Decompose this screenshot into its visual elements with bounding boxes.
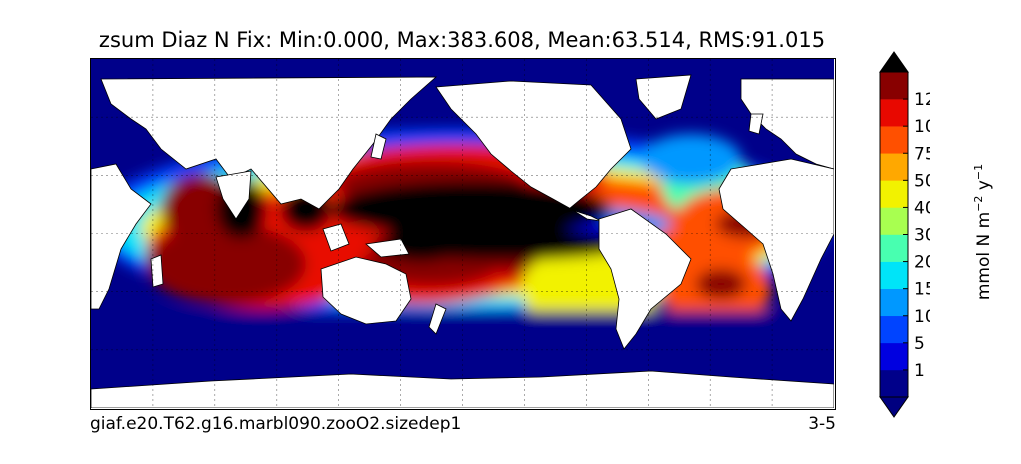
field-blob-16 (641, 134, 741, 184)
colorbar-tick-label-4: 20 (914, 253, 930, 273)
colorbar-label-base: mmol N m (973, 211, 994, 301)
land-africa-east (91, 163, 152, 310)
colorbar-tick-label-10: 125 (914, 90, 930, 110)
colorbar-tick-label-7: 50 (914, 171, 930, 191)
land-africa (718, 158, 834, 322)
colorbar-segment-10 (880, 99, 908, 127)
land-new-zealand (428, 303, 447, 335)
colorbar-extend-under (879, 396, 909, 418)
colorbar-extend-over (879, 51, 909, 73)
land-europe-west (740, 78, 834, 170)
colorbar-segment-8 (880, 153, 908, 181)
land-india (215, 170, 252, 220)
ocean-field-map (91, 59, 834, 408)
colorbar-tick-label-2: 10 (914, 307, 930, 327)
chart-title: zsum Diaz N Fix: Min:0.000, Max:383.608,… (98, 28, 826, 52)
colorbar-tick-label-0: 1 (914, 361, 925, 381)
colorbar-label: mmol N m−2 y−1 (972, 164, 994, 300)
colorbar: 1510152030405075100125 (879, 51, 930, 418)
land-south-america (598, 208, 692, 350)
land-australia (320, 256, 412, 325)
colorbar-segment-4 (880, 261, 908, 289)
colorbar-segment-0 (880, 369, 908, 398)
colorbar-label-exp2: −1 (972, 163, 986, 181)
colorbar-segment-7 (880, 180, 908, 208)
colorbar-tick-label-1: 5 (914, 334, 925, 354)
colorbar-segment-5 (880, 234, 908, 262)
land-madagascar (150, 254, 164, 288)
case-name-label: giaf.e20.T62.g16.marbl090.zooO2.sizedep1 (90, 414, 462, 434)
land-new-guinea (365, 238, 410, 258)
colorbar-tick-label-9: 100 (914, 117, 930, 137)
land-uk (748, 113, 764, 135)
colorbar-label-mid: y (973, 180, 994, 196)
colorbar-segment-3 (880, 288, 908, 317)
colorbar-label-exp1: −2 (972, 195, 986, 212)
colorbar-segment-6 (880, 207, 908, 235)
map-gridlines (91, 59, 834, 408)
land-europe-asia (100, 76, 438, 210)
field-blob-5 (146, 224, 306, 304)
colorbar-tick-label-6: 40 (914, 198, 930, 218)
years-label: 3-5 (808, 414, 836, 434)
land-greenland (635, 74, 692, 120)
colorbar-segment-1 (880, 342, 908, 371)
colorbar-segment-11 (880, 72, 908, 100)
land-north-america (435, 80, 632, 222)
map-panel (90, 58, 836, 410)
field-core-0 (331, 181, 611, 237)
field-blob-20 (696, 269, 746, 299)
colorbar-segment-9 (880, 126, 908, 154)
colorbar-tick-label-8: 75 (914, 144, 930, 164)
colorbar-tick-label-3: 15 (914, 280, 930, 300)
colorbar-segment-2 (880, 315, 908, 344)
land-borneo (322, 223, 350, 252)
land-japan (370, 133, 387, 160)
colorbar-tick-label-5: 30 (914, 226, 930, 246)
